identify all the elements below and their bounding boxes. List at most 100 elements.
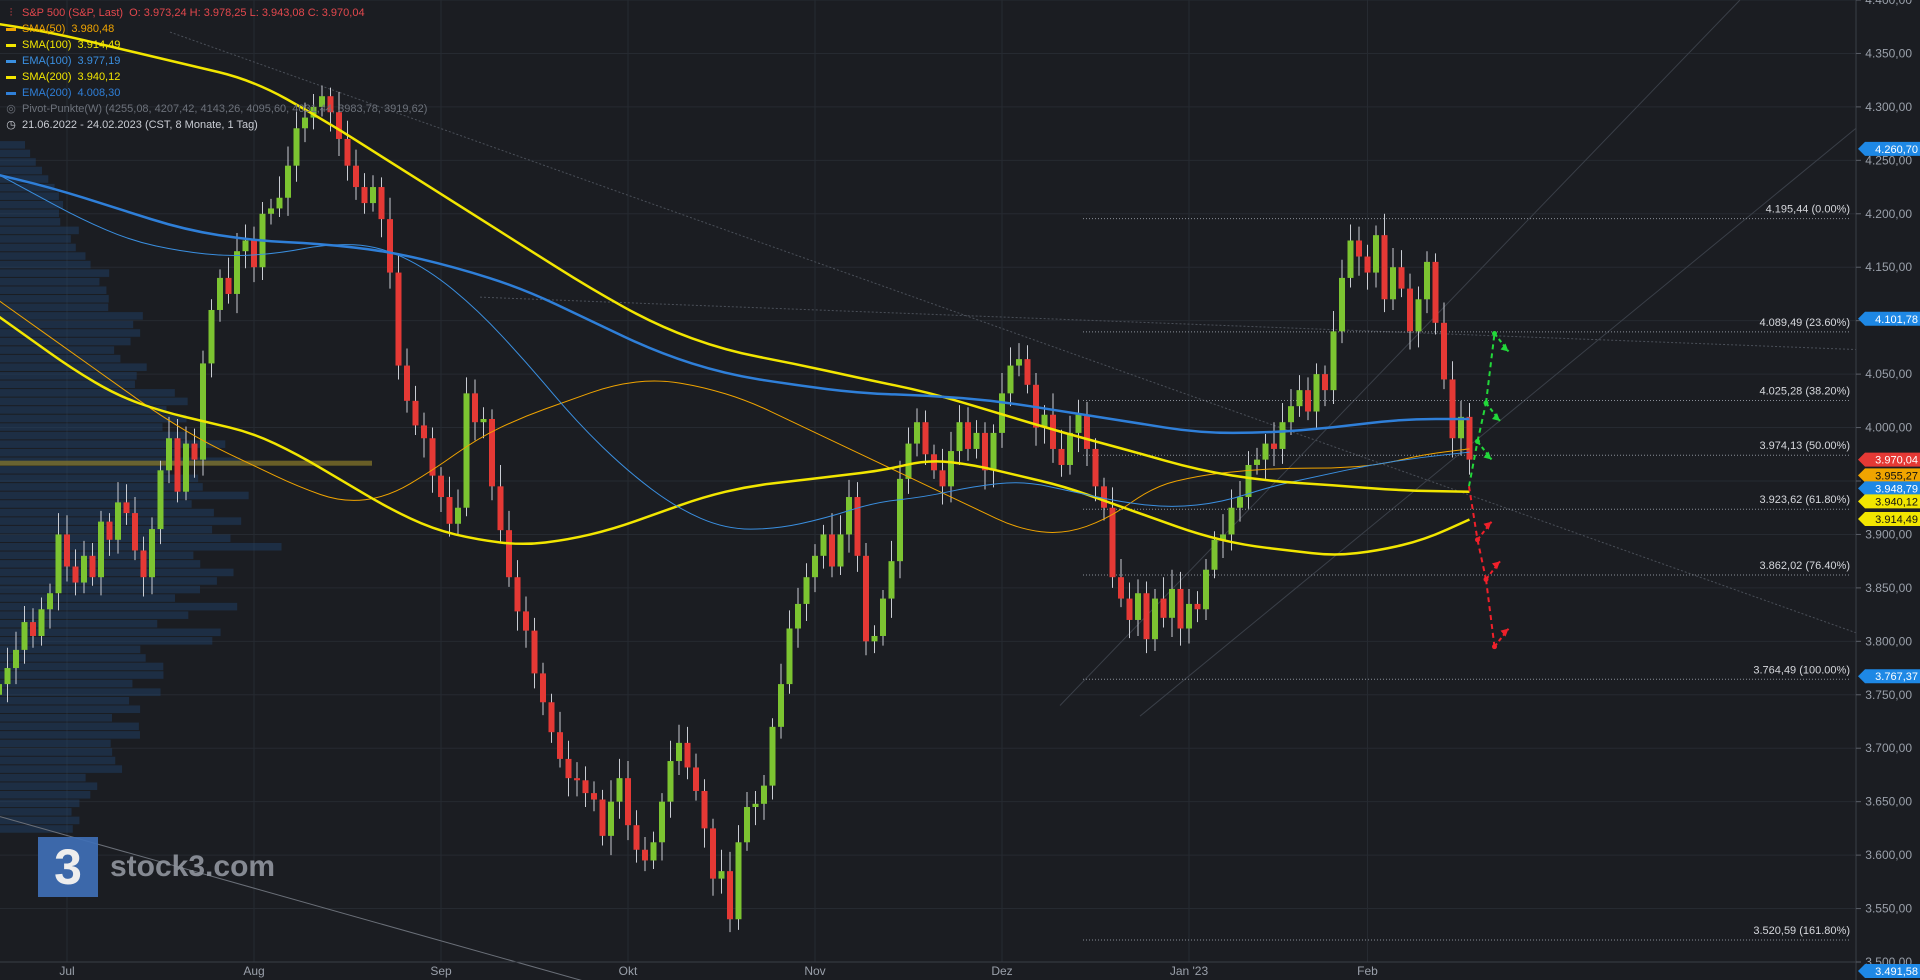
candle-body [1109,507,1116,578]
candle-body [1347,240,1354,278]
ma-line [0,300,1470,533]
candle-body [472,393,478,423]
candle-body [106,521,113,540]
legend-indicator-row[interactable]: SMA(200) 3.940,12 [6,69,427,85]
price-tag: 4.101,78 [1858,311,1920,326]
indicator-name: SMA(50) [22,23,66,35]
candle-body [710,828,716,879]
y-tick-label: 3.550,00 [1865,902,1912,916]
candle-body [531,630,538,674]
fib-level-label: 3.520,59 (161.80%) [1753,925,1850,937]
indicator-value: 4.008,30 [77,87,121,99]
indicator-name: SMA(200) [22,71,72,83]
candle-body [327,96,334,113]
candle-body [633,825,640,850]
bullish-scenario-branch [1485,402,1501,422]
profile-bar [0,628,221,637]
candle-body [1407,288,1413,332]
candle-body [336,112,342,139]
profile-bar [0,269,110,277]
legend-range-row[interactable]: ◷ 21.06.2022 - 24.02.2023 (CST, 8 Monate… [6,117,427,133]
candle-body [1016,359,1022,366]
channel-line [1139,127,1857,717]
candle-body [752,803,759,808]
y-tick-label: 4.000,00 [1865,421,1912,435]
y-tick-label: 4.300,00 [1865,100,1912,114]
profile-bar [0,696,130,705]
price-tag-label: 4.101,78 [1875,314,1918,326]
legend-indicator-row[interactable]: SMA(50) 3.980,48 [6,21,427,37]
candle-body [234,251,240,294]
candle-body [727,871,733,920]
indicator-name: SMA(100) [22,39,72,51]
candle-body [225,277,232,294]
y-tick-label: 3.800,00 [1865,634,1912,648]
candle-body [353,165,359,188]
profile-bar [0,739,111,748]
profile-bar [0,406,167,414]
profile-bar [0,748,113,756]
profile-bar [0,252,86,260]
candle-body [191,443,198,460]
profile-bar [0,440,226,448]
candle-body [812,555,818,578]
profile-bar [0,483,203,491]
candle-body [412,400,419,426]
price-tag-label: 3.940,12 [1875,496,1918,508]
profile-bar [0,756,116,765]
candle-body [1373,235,1379,273]
profile-bar [0,474,199,483]
legend-indicator-row[interactable]: SMA(100) 3.914,49 [6,37,427,53]
candle-body [1381,235,1388,300]
candle-body [642,849,648,861]
candle-body [1441,322,1447,380]
profile-bar [0,235,71,243]
legend-indicator-row[interactable]: EMA(200) 4.008,30 [6,85,427,101]
instrument-name[interactable]: S&P 500 (S&P, Last) [22,7,124,19]
candle-body [1237,497,1243,508]
candle-body [480,419,487,423]
price-tag: 3.940,12 [1858,494,1920,509]
candle-body [905,443,912,479]
price-tags: 4.260,70 4.101,78 3.970,04 3.955,273.948,79… [1858,141,1920,979]
bearish-scenario-segment [1476,539,1487,580]
candle-body [1211,539,1218,570]
candle-body [115,502,121,540]
profile-bar [0,679,133,688]
candle-body [72,566,79,583]
candle-body [871,635,878,642]
profile-bar [0,585,201,594]
candle-body [166,438,172,471]
candle-body [548,702,555,733]
candle-body [1203,569,1209,610]
bullish-scenario-segment [1485,333,1496,404]
chart-legend: ⫶ S&P 500 (S&P, Last) O: 3.973,24 H: 3.9… [6,5,427,133]
candle-body [302,117,308,129]
logo-text: stock3.com [110,850,276,883]
profile-bar [0,619,158,628]
price-tag-label: 3.955,27 [1875,470,1918,482]
candle-body [1101,486,1107,508]
profile-bar [0,825,73,833]
candle-body [1177,588,1184,629]
ma-line [0,174,1470,435]
candle-body [820,534,827,556]
profile-bar [0,380,135,389]
candle-body [1424,261,1430,300]
candle-body [684,742,691,768]
bullish-scenario-branch [1476,440,1493,461]
candle-body [880,598,886,636]
profile-bar [0,175,49,183]
legend-pivot-row[interactable]: ◎ Pivot-Punkte(W) (4255,08, 4207,42, 414… [6,101,427,117]
bearish-scenario-branch [1485,560,1501,580]
candle-body [778,684,784,727]
candle-body [319,96,325,107]
eye-icon[interactable]: ◎ [6,103,16,115]
candle-body [591,793,597,800]
profile-bar [0,500,192,508]
profile-bar [0,414,187,423]
legend-indicator-row[interactable]: EMA(100) 3.977,19 [6,53,427,69]
candle-body [13,649,19,669]
candle-body [1024,359,1031,385]
